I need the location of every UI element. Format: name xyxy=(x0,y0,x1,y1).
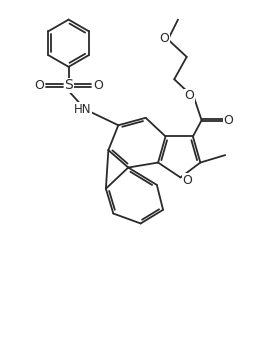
Text: O: O xyxy=(223,114,233,127)
Text: S: S xyxy=(64,78,73,92)
Text: O: O xyxy=(185,89,195,102)
Text: O: O xyxy=(183,174,192,187)
Text: HN: HN xyxy=(74,102,91,116)
Text: O: O xyxy=(34,79,44,92)
Text: O: O xyxy=(93,79,103,92)
Text: O: O xyxy=(159,32,169,45)
